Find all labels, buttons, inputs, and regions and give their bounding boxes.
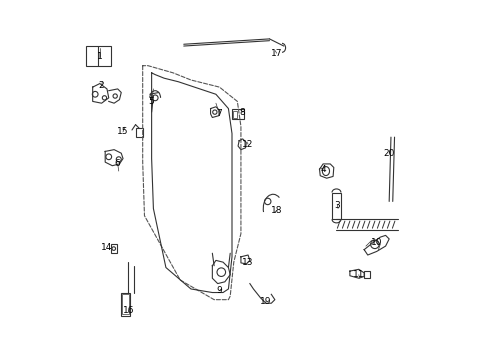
Bar	[231, 109, 244, 119]
Bar	[135, 128, 142, 137]
Text: 12: 12	[242, 140, 253, 149]
Text: 1: 1	[97, 52, 102, 61]
Bar	[364, 271, 369, 278]
Bar	[331, 193, 340, 219]
Text: 20: 20	[383, 149, 394, 158]
Text: 11: 11	[352, 270, 364, 279]
Text: 16: 16	[122, 306, 134, 315]
Text: 14: 14	[101, 243, 112, 252]
Text: 18: 18	[270, 206, 282, 215]
Text: 15: 15	[117, 127, 128, 136]
Text: 13: 13	[242, 258, 253, 267]
Bar	[85, 46, 110, 66]
Text: 4: 4	[320, 165, 325, 174]
Text: 3: 3	[334, 201, 340, 210]
Bar	[121, 293, 130, 316]
Text: 7: 7	[216, 109, 222, 118]
Text: 9: 9	[216, 286, 222, 295]
Bar	[110, 244, 117, 253]
Bar	[122, 294, 129, 314]
Text: 2: 2	[99, 81, 104, 90]
Text: 19: 19	[260, 297, 271, 306]
Text: 17: 17	[270, 49, 282, 58]
Text: 5: 5	[148, 97, 154, 106]
Bar	[233, 111, 237, 118]
Text: 6: 6	[115, 159, 121, 168]
Text: 8: 8	[239, 108, 245, 117]
Text: 10: 10	[370, 238, 382, 247]
